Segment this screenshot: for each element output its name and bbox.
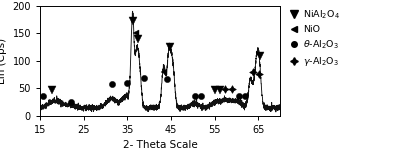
Legend: NiAl$_2$O$_4$, NiO, $\theta$-Al$_2$O$_3$, $\gamma$-Al$_2$O$_3$: NiAl$_2$O$_4$, NiO, $\theta$-Al$_2$O$_3$…	[290, 9, 340, 68]
Y-axis label: Lin (Cps): Lin (Cps)	[0, 38, 7, 84]
X-axis label: 2- Theta Scale: 2- Theta Scale	[123, 140, 197, 150]
